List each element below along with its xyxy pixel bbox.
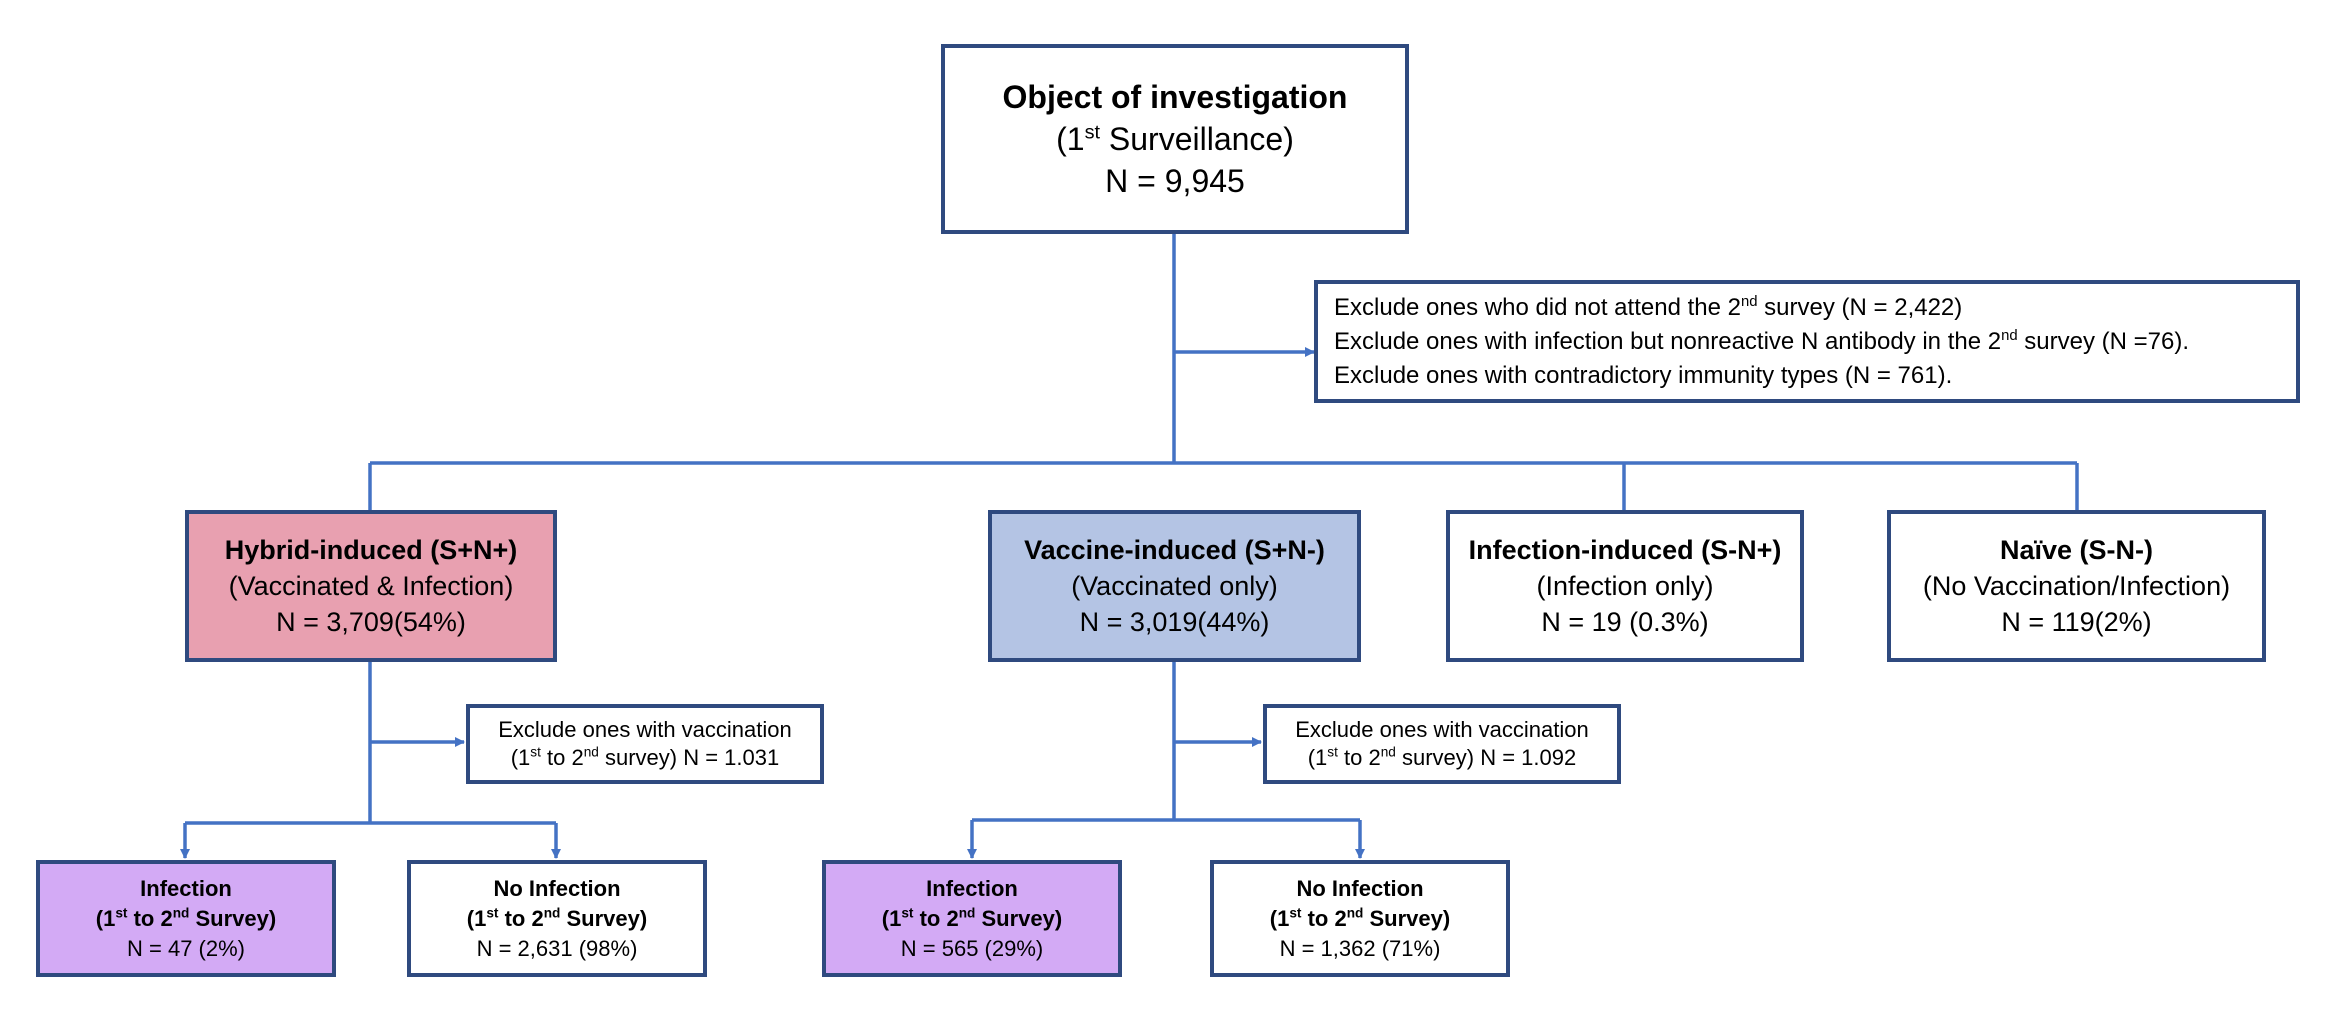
group-count: N = 119(2%) — [2001, 607, 2152, 637]
outcome-period: (1st to 2nd Survey) — [1269, 905, 1451, 931]
outcome-title: Infection — [926, 875, 1018, 901]
group-naive: Naïve (S-N-) (No Vaccination/Infection) … — [1887, 510, 2266, 662]
outcome-count: N = 565 (29%) — [900, 935, 1044, 961]
group-description: (Infection only) — [1536, 571, 1714, 601]
group-vaccine-induced: Vaccine-induced (S+N-) (Vaccinated only)… — [988, 510, 1361, 662]
root-node: Object of investigation (1st Surveillanc… — [941, 44, 1409, 234]
outcome-title: No Infection — [493, 875, 621, 901]
group-count: N = 19 (0.3%) — [1541, 607, 1709, 637]
outcome-hybrid-no-infection: No Infection (1st to 2nd Survey) N = 2,6… — [407, 860, 707, 977]
group-description: (Vaccinated only) — [1071, 571, 1278, 601]
group-title: Vaccine-induced (S+N-) — [1024, 535, 1325, 565]
exclusion-line-1: Exclude ones with vaccination — [1295, 717, 1589, 742]
root-subtitle: (1st Surveillance) — [1056, 121, 1294, 157]
root-count: N = 9,945 — [1105, 163, 1245, 199]
group-title: Naïve (S-N-) — [1999, 535, 2154, 565]
vaccine-exclusion-box: Exclude ones with vaccination (1st to 2n… — [1263, 704, 1621, 784]
outcome-period: (1st to 2nd Survey) — [881, 905, 1063, 931]
group-description: (Vaccinated & Infection) — [228, 571, 514, 601]
group-count: N = 3,019(44%) — [1079, 607, 1270, 637]
outcome-period: (1st to 2nd Survey) — [95, 905, 277, 931]
outcome-hybrid-infection: Infection (1st to 2nd Survey) N = 47 (2%… — [36, 860, 336, 977]
exclusion-line-2: (1st to 2nd survey) N = 1.031 — [510, 744, 780, 770]
group-infection-induced: Infection-induced (S-N+) (Infection only… — [1446, 510, 1804, 662]
outcome-count: N = 1,362 (71%) — [1279, 935, 1441, 961]
hybrid-exclusion-box: Exclude ones with vaccination (1st to 2n… — [466, 704, 824, 784]
outcome-period: (1st to 2nd Survey) — [466, 905, 648, 931]
group-hybrid-induced: Hybrid-induced (S+N+) (Vaccinated & Infe… — [185, 510, 557, 662]
outcome-title: No Infection — [1296, 875, 1424, 901]
group-count: N = 3,709(54%) — [276, 607, 466, 637]
group-description: (No Vaccination/Infection) — [1922, 571, 2231, 601]
group-title: Infection-induced (S-N+) — [1468, 535, 1782, 565]
outcome-count: N = 47 (2%) — [127, 935, 245, 961]
outcome-vaccine-infection: Infection (1st to 2nd Survey) N = 565 (2… — [822, 860, 1122, 977]
exclusion-line-2: (1st to 2nd survey) N = 1.092 — [1307, 744, 1577, 770]
group-title: Hybrid-induced (S+N+) — [224, 535, 518, 565]
exclusion-line-1: Exclude ones with vaccination — [498, 717, 792, 742]
outcome-count: N = 2,631 (98%) — [476, 935, 638, 961]
exclusion-line-2: Exclude ones with infection but nonreact… — [1334, 327, 2190, 355]
exclusion-line-3: Exclude ones with contradictory immunity… — [1334, 361, 1953, 389]
main-exclusion-box: Exclude ones who did not attend the 2nd … — [1314, 280, 2300, 403]
outcome-vaccine-no-infection: No Infection (1st to 2nd Survey) N = 1,3… — [1210, 860, 1510, 977]
outcome-title: Infection — [140, 875, 232, 901]
root-title: Object of investigation — [1002, 79, 1348, 115]
exclusion-line-1: Exclude ones who did not attend the 2nd … — [1334, 293, 1963, 321]
